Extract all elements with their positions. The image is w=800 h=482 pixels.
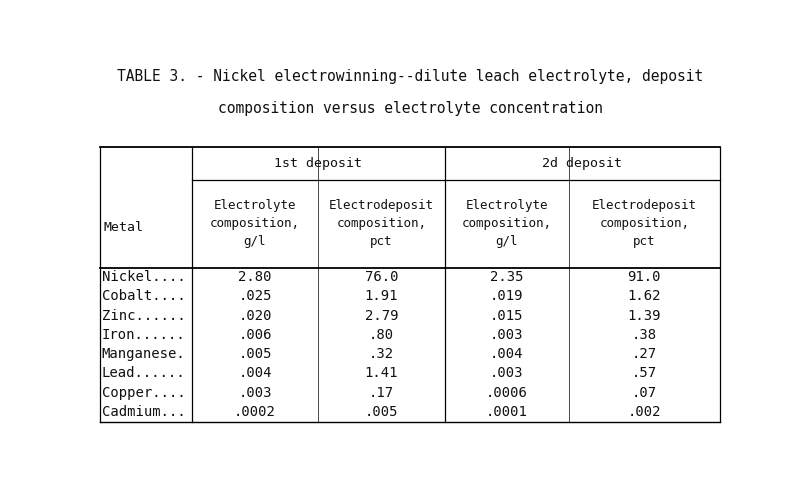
Text: 2d deposit: 2d deposit <box>542 157 622 170</box>
Text: .004: .004 <box>490 347 523 361</box>
Text: .32: .32 <box>369 347 394 361</box>
Text: .006: .006 <box>238 328 272 342</box>
Text: .020: .020 <box>238 308 272 322</box>
Text: 1.91: 1.91 <box>365 289 398 303</box>
Text: Metal: Metal <box>103 221 143 234</box>
Text: .025: .025 <box>238 289 272 303</box>
Text: Electrodeposit
composition,
pct: Electrodeposit composition, pct <box>592 200 697 248</box>
Text: .019: .019 <box>490 289 523 303</box>
Text: Electrodeposit
composition,
pct: Electrodeposit composition, pct <box>329 200 434 248</box>
Text: .0001: .0001 <box>486 405 528 419</box>
Text: Lead......: Lead...... <box>102 366 186 380</box>
Text: 2.79: 2.79 <box>365 308 398 322</box>
Text: composition versus electrolyte concentration: composition versus electrolyte concentra… <box>218 101 602 116</box>
Text: .0002: .0002 <box>234 405 276 419</box>
Text: .17: .17 <box>369 386 394 400</box>
Text: .005: .005 <box>365 405 398 419</box>
Text: Manganese.: Manganese. <box>102 347 186 361</box>
Text: .07: .07 <box>632 386 657 400</box>
Text: .003: .003 <box>238 386 272 400</box>
Text: 2.35: 2.35 <box>490 270 523 284</box>
Text: 76.0: 76.0 <box>365 270 398 284</box>
Text: 1st deposit: 1st deposit <box>274 157 362 170</box>
Text: .004: .004 <box>238 366 272 380</box>
Text: Electrolyte
composition,
g/l: Electrolyte composition, g/l <box>210 200 300 248</box>
Text: .38: .38 <box>632 328 657 342</box>
Text: 1.62: 1.62 <box>628 289 661 303</box>
Text: .005: .005 <box>238 347 272 361</box>
Text: 1.39: 1.39 <box>628 308 661 322</box>
Text: .0006: .0006 <box>486 386 528 400</box>
Text: 91.0: 91.0 <box>628 270 661 284</box>
Text: .003: .003 <box>490 366 523 380</box>
Text: Cadmium...: Cadmium... <box>102 405 186 419</box>
Text: Cobalt....: Cobalt.... <box>102 289 186 303</box>
Text: .002: .002 <box>628 405 661 419</box>
Text: Copper....: Copper.... <box>102 386 186 400</box>
Text: Nickel....: Nickel.... <box>102 270 186 284</box>
Text: .80: .80 <box>369 328 394 342</box>
Text: 1.41: 1.41 <box>365 366 398 380</box>
Text: .003: .003 <box>490 328 523 342</box>
Text: Electrolyte
composition,
g/l: Electrolyte composition, g/l <box>462 200 552 248</box>
Text: Iron......: Iron...... <box>102 328 186 342</box>
Text: .27: .27 <box>632 347 657 361</box>
Text: 2.80: 2.80 <box>238 270 272 284</box>
Text: Zinc......: Zinc...... <box>102 308 186 322</box>
Text: TABLE 3. - Nickel electrowinning--dilute leach electrolyte, deposit: TABLE 3. - Nickel electrowinning--dilute… <box>117 69 703 84</box>
Text: .015: .015 <box>490 308 523 322</box>
Text: .57: .57 <box>632 366 657 380</box>
